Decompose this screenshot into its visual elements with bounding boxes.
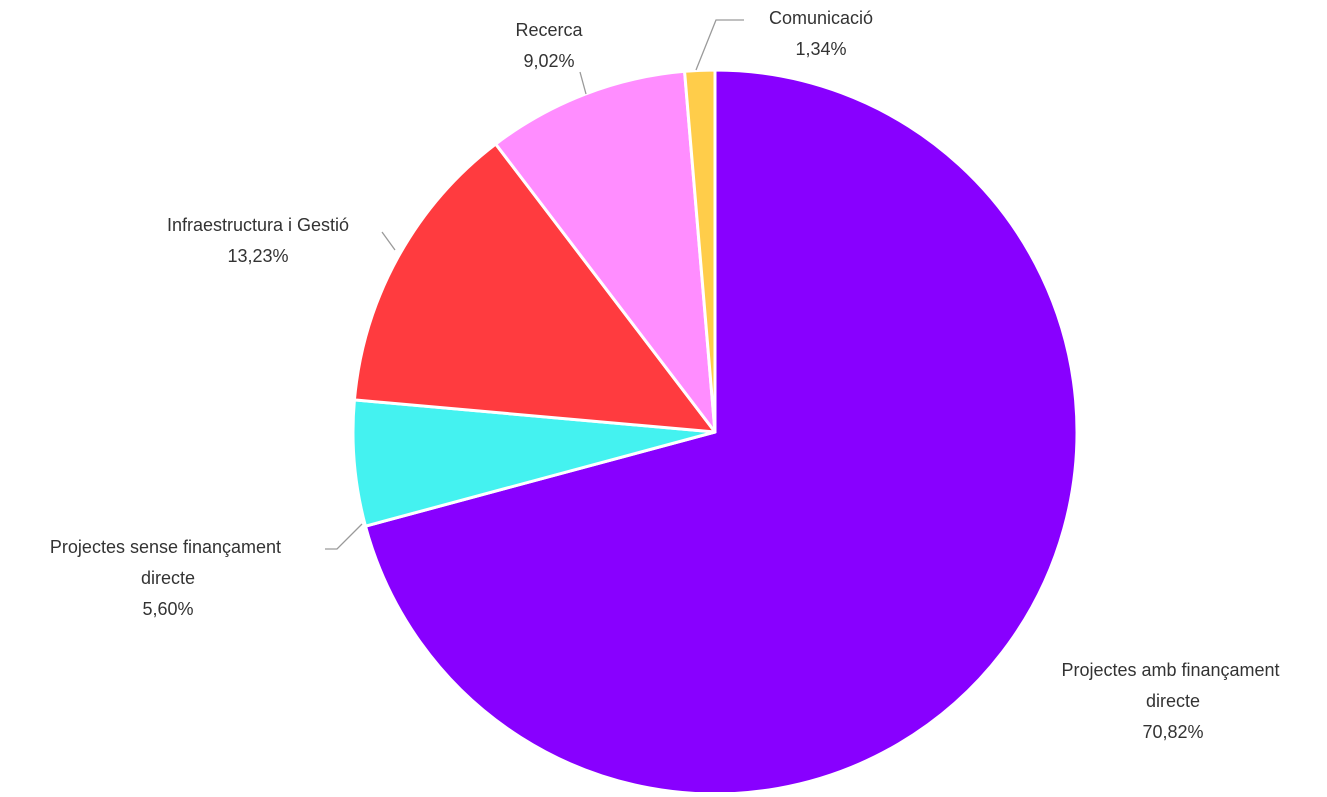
slices-layer <box>351 68 1079 796</box>
leader-line-comunicacio <box>695 19 744 71</box>
slice-label-comunicacio: Comunicació <box>769 8 873 28</box>
label-line: Projectes sense finançament <box>50 537 281 557</box>
slice-value-recerca: 9,02% <box>523 51 574 71</box>
slice-label-recerca: Recerca <box>515 20 583 40</box>
slice-value-projectes-sense-financament: 5,60% <box>142 599 193 619</box>
pie-slice-projectes-amb-financament-directe[interactable] <box>363 68 1079 796</box>
slice-label-projectes-amb-financament: Projectes amb finançament directe <box>1061 660 1284 711</box>
leader-line-projectes-sense-financament <box>325 523 363 550</box>
label-line: directe <box>141 568 195 588</box>
slice-label-infraestructura-gestio: Infraestructura i Gestió <box>167 215 349 235</box>
pie-slice-projectes-sense-financament-directe[interactable] <box>351 398 717 528</box>
leader-lines-layer <box>325 19 744 550</box>
slice-value-infraestructura-gestio: 13,23% <box>227 246 288 266</box>
leader-line-recerca <box>579 71 587 95</box>
pie-slice-comunicacio[interactable] <box>683 68 717 434</box>
slice-value-comunicacio: 1,34% <box>795 39 846 59</box>
pie-slice-infraestructura-i-gestio[interactable] <box>352 142 717 434</box>
label-line: directe <box>1146 691 1200 711</box>
slice-value-projectes-amb-financament: 70,82% <box>1142 722 1203 742</box>
leader-line-infraestructura-gestio <box>381 231 396 251</box>
slice-label-projectes-sense-financament: Projectes sense finançament directe <box>50 537 286 588</box>
pie-slice-recerca[interactable] <box>494 69 717 434</box>
label-line: Projectes amb finançament <box>1061 660 1279 680</box>
